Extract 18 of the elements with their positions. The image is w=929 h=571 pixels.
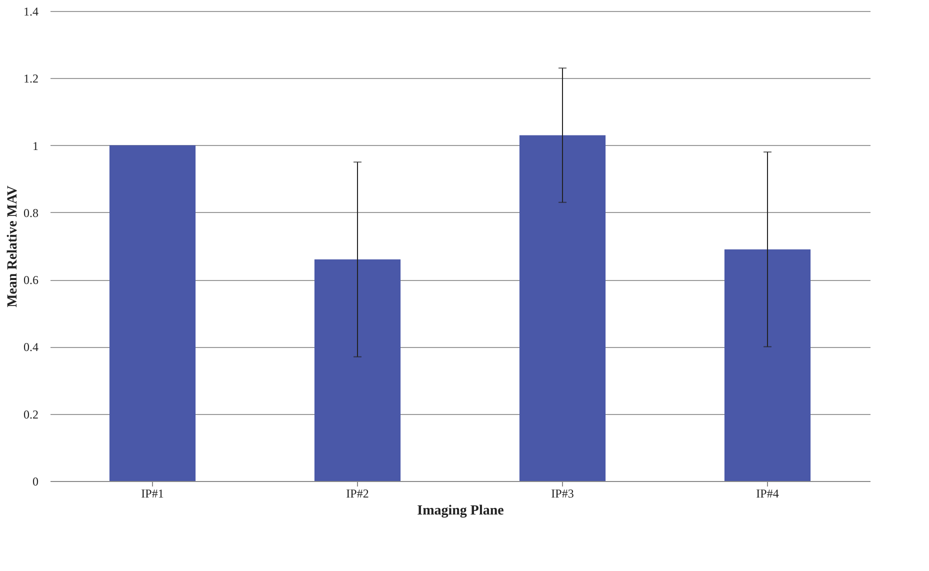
bar — [724, 249, 811, 481]
y-tick-label: 1 — [32, 138, 38, 153]
x-tick-label: IP#3 — [551, 486, 574, 500]
x-axis-title: Imaging Plane — [417, 504, 504, 518]
y-axis-title: Mean Relative MAV — [6, 186, 20, 308]
bar — [314, 259, 401, 481]
y-tick-label: 0.2 — [24, 407, 38, 422]
y-tick-label: 1.2 — [24, 72, 38, 86]
x-tick-label: IP#4 — [756, 486, 779, 500]
y-tick-label: 1.4 — [24, 4, 38, 18]
y-tick-label: 0.8 — [24, 206, 38, 220]
y-tick-label: 0.4 — [24, 340, 38, 354]
y-tick-label: 0.6 — [24, 273, 38, 288]
bar — [519, 135, 606, 481]
y-tick-label: 0 — [32, 474, 38, 488]
x-tick-label: IP#2 — [346, 486, 369, 500]
x-tick-label: IP#1 — [141, 486, 164, 500]
bar — [109, 145, 196, 481]
